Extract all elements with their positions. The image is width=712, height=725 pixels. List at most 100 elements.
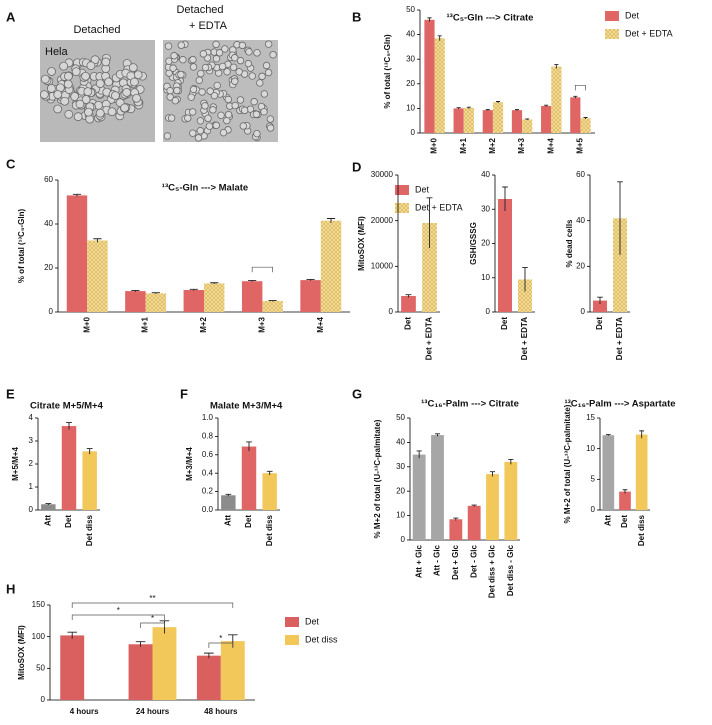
x-tick-label: M+1 — [141, 316, 150, 332]
x-tick-label: Det + EDTA — [425, 317, 434, 360]
error-bar — [72, 193, 82, 197]
y-tick-label: 10 — [586, 444, 595, 453]
cell — [197, 69, 205, 78]
chart-title: Malate M+3/M+4 — [210, 401, 283, 412]
cell — [177, 41, 186, 49]
error-bar — [485, 109, 490, 111]
y-tick-label: 0 — [401, 535, 406, 544]
cell — [199, 50, 208, 58]
chart-title: ¹³C₁₆-Palm ---> Citrate — [421, 399, 519, 410]
y-tick-label: 10 — [406, 104, 415, 113]
x-tick-label: Att - Glc — [433, 544, 442, 576]
cell — [128, 63, 138, 73]
y-axis-label: % dead cells — [565, 219, 574, 268]
y-tick-label: 15 — [586, 413, 595, 422]
y-tick-label: 1.0 — [202, 413, 214, 422]
bar — [619, 491, 631, 510]
cell — [39, 90, 49, 100]
y-tick-label: 60 — [576, 170, 585, 179]
annotation: ** — [149, 594, 155, 603]
y-axis-label: % of total (¹³C₅-Gln) — [383, 34, 392, 109]
x-tick-label: M+3 — [517, 137, 526, 153]
cell — [95, 108, 105, 118]
error-bar — [326, 218, 336, 223]
error-bar — [86, 448, 93, 455]
panel-letter: A — [6, 9, 16, 24]
cell — [235, 68, 243, 76]
bar — [518, 279, 532, 312]
x-tick-label: Det — [500, 317, 509, 330]
bar — [41, 504, 56, 510]
cell — [196, 117, 205, 125]
cell — [122, 87, 132, 97]
legend-swatch — [395, 203, 409, 213]
x-tick-label: 48 hours — [204, 707, 238, 716]
bar — [152, 627, 177, 700]
x-tick-label: Det — [64, 515, 73, 528]
legend-swatch — [285, 617, 299, 627]
error-bar — [246, 441, 252, 452]
cell — [63, 79, 73, 89]
bar — [320, 220, 342, 312]
y-tick-label: 30 — [481, 204, 490, 213]
bar — [486, 474, 499, 540]
cell — [204, 114, 212, 123]
cell — [83, 87, 93, 97]
bar — [145, 293, 167, 312]
y-tick-label: 5 — [591, 474, 596, 483]
cell — [212, 40, 220, 49]
cell — [260, 90, 269, 98]
bracket — [71, 602, 234, 608]
error-bar — [437, 35, 442, 41]
error-bar — [514, 109, 520, 111]
y-tick-label: 0.8 — [202, 432, 214, 441]
cell — [75, 99, 85, 109]
error-bar — [573, 95, 578, 99]
error-bar — [617, 181, 623, 255]
cell — [212, 121, 220, 130]
y-tick-label: 20 — [406, 79, 415, 88]
y-tick-label: 50 — [406, 5, 415, 14]
cell — [81, 95, 91, 104]
legend-label: Det diss — [305, 634, 338, 644]
error-bar — [453, 517, 459, 521]
cell — [120, 103, 130, 113]
y-tick-label: 150 — [32, 600, 46, 609]
bar — [262, 473, 277, 510]
cell — [164, 42, 173, 50]
cell — [81, 71, 90, 81]
cell — [40, 74, 50, 84]
y-tick-label: 0 — [486, 307, 491, 316]
image-title: Detached — [176, 4, 223, 16]
cell — [212, 55, 221, 63]
bar — [300, 280, 321, 312]
cell — [218, 62, 227, 71]
bar — [60, 635, 85, 700]
cell — [213, 81, 221, 90]
y-tick-label: 10000 — [371, 261, 394, 270]
bar — [401, 296, 416, 312]
x-tick-label: M+1 — [459, 137, 468, 153]
x-tick-label: M+2 — [199, 316, 208, 332]
error-bar — [522, 267, 528, 292]
bar — [541, 105, 552, 133]
cell — [201, 102, 209, 110]
error-bar — [405, 294, 412, 298]
y-tick-label: 0 — [389, 307, 394, 316]
y-tick-label: 30 — [396, 462, 405, 471]
x-tick-label: Det diss — [265, 514, 274, 546]
cell — [205, 122, 214, 130]
bar — [82, 451, 97, 510]
cell — [245, 48, 253, 56]
legend-swatch — [395, 185, 409, 195]
x-tick-label: M+3 — [258, 316, 267, 332]
cell — [71, 67, 81, 77]
x-tick-label: Det + EDTA — [520, 317, 529, 360]
error-bar — [426, 197, 433, 249]
error-bar — [210, 282, 219, 285]
cell — [188, 108, 197, 116]
bar — [87, 240, 108, 312]
bar — [204, 283, 225, 312]
cell — [223, 68, 231, 76]
